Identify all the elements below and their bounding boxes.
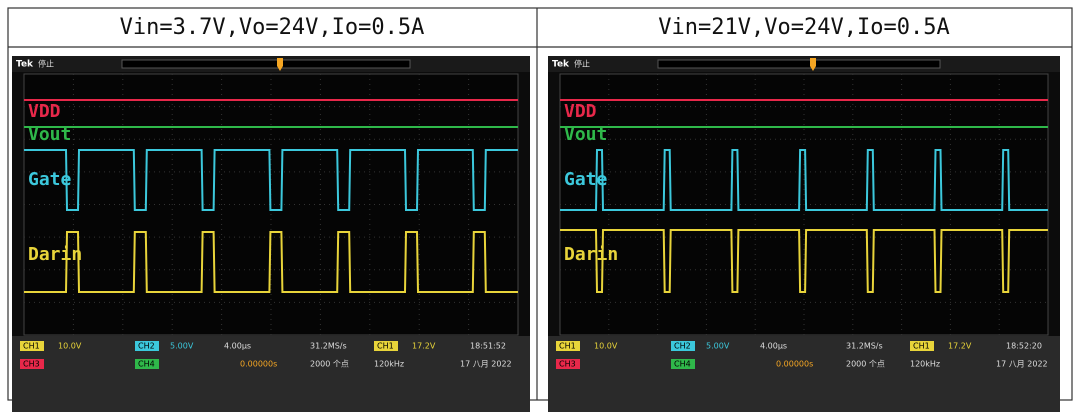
status-text: 0.00000s: [776, 360, 813, 369]
header: Vin=21V,Vo=24V,Io=0.5A: [658, 15, 949, 40]
trace-label: Gate: [564, 169, 608, 190]
channel-badge: [135, 359, 159, 369]
status-text: 120kHz: [910, 360, 940, 369]
record-bar: [121, 59, 411, 69]
drain-trace: [24, 231, 518, 293]
status-text: 4.00μs: [760, 342, 787, 351]
drain-trace: [560, 229, 1048, 293]
status-text: 31.2MS/s: [310, 342, 347, 351]
trace-label: Gate: [28, 169, 72, 190]
state: 停止: [38, 59, 54, 69]
status-text: 17.2V: [412, 342, 436, 351]
channel-badge: [556, 359, 580, 369]
trigger-marker: [277, 58, 283, 71]
channel-name: CH2: [138, 342, 155, 351]
trace-label: Darin: [28, 244, 82, 265]
channel-badge: [374, 341, 398, 351]
trace-label: VDD: [564, 101, 597, 122]
trace-label: Vout: [28, 124, 71, 145]
channel-name: CH4: [674, 360, 691, 369]
status-text: 18:51:52: [470, 342, 506, 351]
channel-badge: [20, 341, 44, 351]
trigger-marker: [810, 58, 816, 71]
status-text: 120kHz: [374, 360, 404, 369]
status-text: 10.0V: [58, 342, 82, 351]
status-text: 10.0V: [594, 342, 618, 351]
status-bar: [12, 336, 530, 416]
status-text: 5.00V: [706, 342, 730, 351]
channel-name: CH1: [23, 342, 40, 351]
status-text: 2000 个点: [310, 360, 349, 369]
state: 停止: [574, 59, 590, 69]
channel-badge: [671, 341, 695, 351]
channel-badge: [671, 359, 695, 369]
channel-name: CH4: [138, 360, 155, 369]
status-text: 4.00μs: [224, 342, 251, 351]
channel-name: CH1: [913, 342, 930, 351]
trace-label: VDD: [28, 101, 61, 122]
channel-badge: [556, 341, 580, 351]
status-text: 17.2V: [948, 342, 972, 351]
status-text: 17 八月 2022: [996, 360, 1048, 369]
channel-badge: [135, 341, 159, 351]
brand: Tek: [16, 60, 34, 70]
gate-trace: [560, 149, 1048, 211]
status-text: 5.00V: [170, 342, 194, 351]
channel-name: CH3: [559, 360, 576, 369]
brand: Tek: [552, 60, 570, 70]
channel-badge: [20, 359, 44, 369]
status-text: 17 八月 2022: [460, 360, 512, 369]
header: Vin=3.7V,Vo=24V,Io=0.5A: [120, 15, 425, 40]
channel-name: CH1: [559, 342, 576, 351]
status-text: 18:52:20: [1006, 342, 1042, 351]
trace-label: Vout: [564, 124, 607, 145]
status-text: 0.00000s: [240, 360, 277, 369]
trace-label: Darin: [564, 244, 618, 265]
channel-name: CH1: [377, 342, 394, 351]
record-bar: [657, 59, 941, 69]
gate-trace: [24, 149, 518, 211]
status-text: 31.2MS/s: [846, 342, 883, 351]
channel-badge: [910, 341, 934, 351]
channel-name: CH3: [23, 360, 40, 369]
status-bar: [548, 336, 1060, 414]
status-text: 2000 个点: [846, 360, 885, 369]
channel-name: CH2: [674, 342, 691, 351]
